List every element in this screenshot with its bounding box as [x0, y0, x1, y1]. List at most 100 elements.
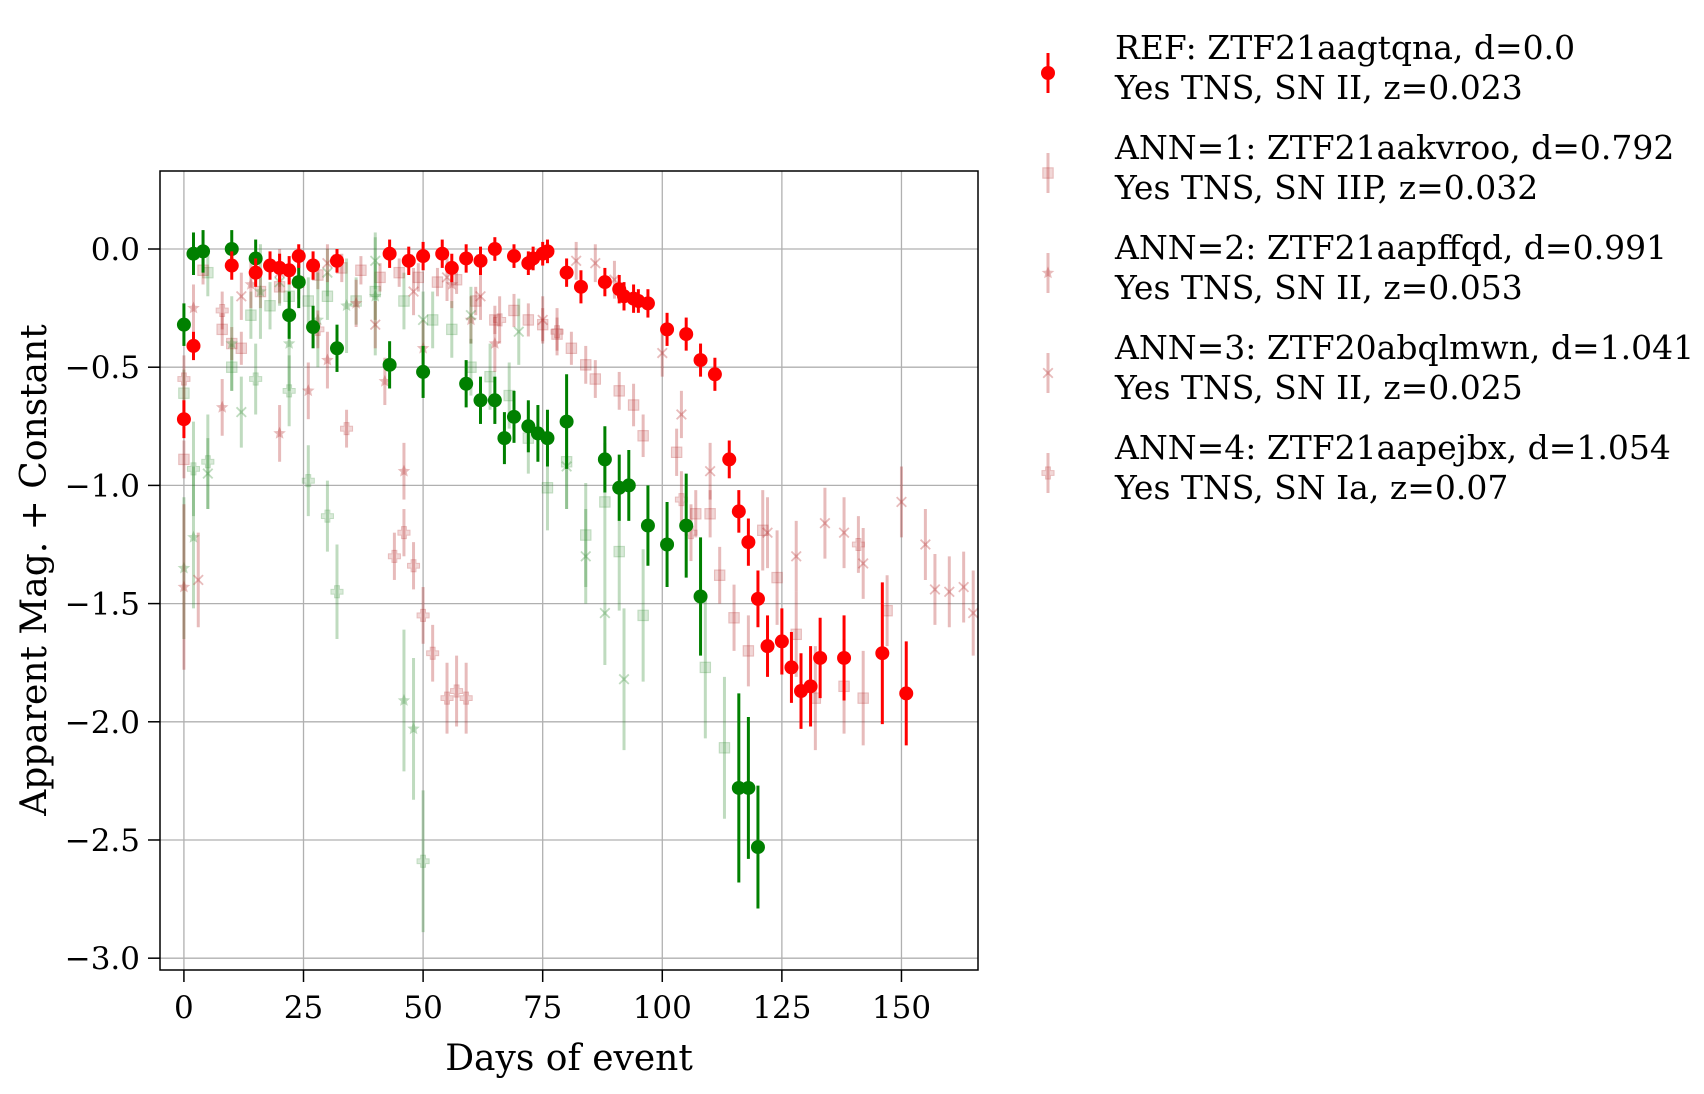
data-point [728, 612, 740, 624]
data-point [382, 246, 397, 261]
legend-marker [1041, 466, 1055, 480]
data-point [722, 452, 737, 467]
data-point [282, 337, 296, 349]
data-point [321, 353, 334, 366]
data-point [393, 266, 405, 279]
y-tick-label: −1.5 [65, 587, 140, 623]
data-point [369, 255, 381, 267]
series-ann-4 [177, 249, 865, 933]
data-point [473, 393, 488, 408]
data-point [599, 607, 611, 619]
data-point [506, 409, 521, 424]
data-point [226, 337, 238, 350]
data-point [407, 722, 420, 735]
data-point [536, 318, 549, 331]
data-point [731, 780, 746, 795]
data-point [580, 359, 592, 371]
data-point [943, 586, 955, 598]
data-point [580, 550, 592, 562]
tick-layer: 0 25 50 75 100 125 150 0.0 −0.5 −1.0 −1.5 −2.0 −2.5 −… [65, 232, 931, 1026]
data-layer [176, 230, 979, 933]
data-point [435, 246, 450, 261]
data-point [248, 265, 263, 280]
data-point [803, 679, 818, 694]
data-point [613, 385, 625, 397]
data-point [718, 742, 731, 754]
data-point [521, 419, 536, 434]
data-point [254, 285, 267, 297]
data-point [306, 258, 321, 273]
data-point [489, 314, 501, 326]
data-point [819, 517, 831, 529]
data-point [274, 276, 286, 288]
data-point [254, 285, 267, 298]
data-point [637, 609, 649, 622]
data-point [302, 384, 315, 397]
data-point [321, 290, 334, 302]
data-point [177, 372, 191, 386]
data-point [559, 414, 574, 429]
data-point [408, 286, 419, 297]
data-point [875, 646, 890, 661]
data-point [329, 253, 344, 268]
data-point [670, 446, 683, 459]
data-point [329, 341, 344, 356]
legend-label-line2: Yes TNS, SN IIP, z=0.032 [1114, 168, 1538, 207]
data-point [291, 275, 306, 290]
data-point [215, 303, 229, 317]
data-point [196, 244, 211, 259]
data-point [618, 673, 630, 685]
data-point [321, 267, 333, 279]
data-point [426, 314, 439, 326]
y-tick-label: −2.0 [65, 705, 140, 741]
data-point [202, 266, 214, 279]
data-point [488, 337, 502, 349]
data-point [656, 347, 668, 359]
y-tick-label: 0.0 [91, 232, 140, 268]
legend-label-line1: ANN=4: ZTF21aapejbx, d=1.054 [1114, 428, 1671, 467]
data-point [330, 585, 344, 599]
data-point [186, 462, 200, 476]
data-point [508, 304, 520, 317]
data-point [857, 692, 869, 704]
data-point [838, 527, 850, 539]
data-point [431, 276, 444, 288]
data-point [378, 374, 392, 387]
legend-marker [1041, 66, 1055, 80]
data-point [771, 571, 783, 584]
data-point [397, 464, 411, 477]
series-ref [176, 230, 914, 909]
data-point [522, 314, 535, 326]
data-point [224, 242, 239, 257]
data-point [741, 780, 756, 795]
data-point [444, 260, 459, 275]
data-point [282, 384, 296, 398]
x-tick-label: 0 [174, 990, 194, 1026]
data-point [459, 376, 474, 391]
data-point [559, 265, 574, 280]
data-point [397, 526, 411, 540]
series-ann-3 [192, 232, 979, 751]
data-point [837, 650, 852, 665]
data-point [301, 474, 315, 488]
data-point [760, 639, 775, 654]
data-point [416, 854, 430, 868]
data-point [589, 373, 602, 385]
data-point [369, 319, 381, 331]
data-point [640, 518, 655, 533]
data-point [675, 409, 687, 420]
data-point [929, 583, 941, 595]
data-point [369, 285, 381, 298]
legend-label-line2: Yes TNS, SN II, z=0.023 [1114, 68, 1523, 107]
data-point [613, 545, 625, 558]
data-point [693, 589, 708, 604]
data-point [216, 323, 228, 336]
data-point [450, 684, 464, 698]
data-point [704, 508, 716, 520]
data-point [597, 452, 612, 467]
